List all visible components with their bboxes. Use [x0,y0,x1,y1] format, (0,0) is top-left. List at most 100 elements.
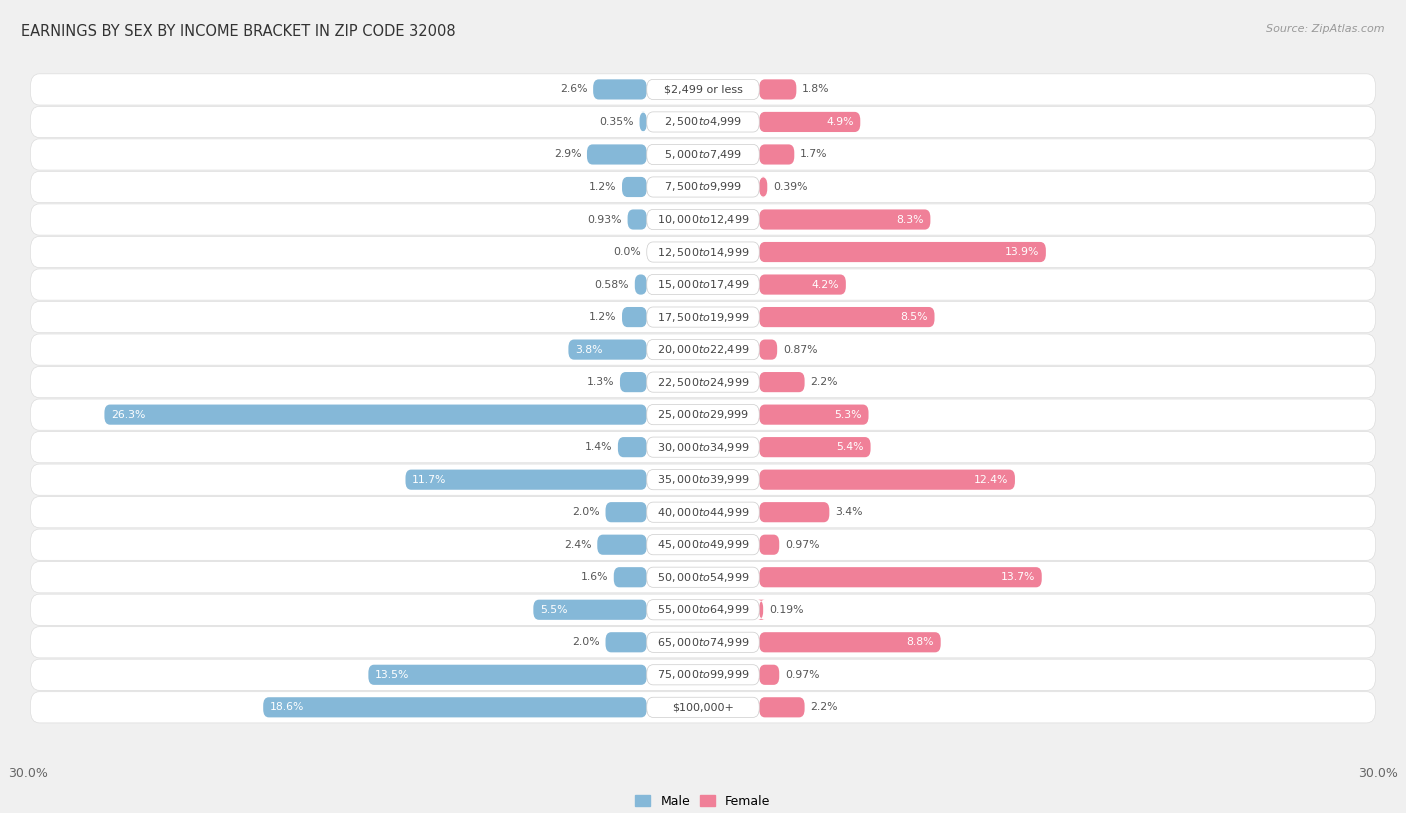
Text: $2,499 or less: $2,499 or less [664,85,742,94]
FancyBboxPatch shape [586,145,647,164]
FancyBboxPatch shape [31,627,1375,658]
FancyBboxPatch shape [598,535,647,554]
FancyBboxPatch shape [759,567,1042,587]
FancyBboxPatch shape [31,74,1375,105]
FancyBboxPatch shape [593,80,647,99]
Text: Source: ZipAtlas.com: Source: ZipAtlas.com [1267,24,1385,34]
Text: 2.2%: 2.2% [810,702,838,712]
FancyBboxPatch shape [759,210,931,229]
FancyBboxPatch shape [759,698,804,717]
FancyBboxPatch shape [31,107,1375,137]
Text: EARNINGS BY SEX BY INCOME BRACKET IN ZIP CODE 32008: EARNINGS BY SEX BY INCOME BRACKET IN ZIP… [21,24,456,39]
Text: 12.4%: 12.4% [974,475,1008,485]
Text: 13.9%: 13.9% [1005,247,1039,257]
Text: 2.0%: 2.0% [572,507,600,517]
Text: $45,000 to $49,999: $45,000 to $49,999 [657,538,749,551]
FancyBboxPatch shape [647,145,759,164]
Text: 3.4%: 3.4% [835,507,862,517]
FancyBboxPatch shape [647,535,759,554]
Text: $12,500 to $14,999: $12,500 to $14,999 [657,246,749,259]
Legend: Male, Female: Male, Female [630,789,776,813]
Text: 5.3%: 5.3% [834,410,862,420]
Text: 8.3%: 8.3% [896,215,924,224]
Text: 2.6%: 2.6% [560,85,588,94]
FancyBboxPatch shape [759,112,860,132]
FancyBboxPatch shape [31,692,1375,723]
FancyBboxPatch shape [647,340,759,359]
FancyBboxPatch shape [647,405,759,424]
Text: 0.97%: 0.97% [785,670,820,680]
Text: 8.5%: 8.5% [900,312,928,322]
Text: $2,500 to $4,999: $2,500 to $4,999 [664,115,742,128]
FancyBboxPatch shape [263,698,647,717]
FancyBboxPatch shape [647,437,759,457]
FancyBboxPatch shape [606,633,647,652]
FancyBboxPatch shape [31,139,1375,170]
FancyBboxPatch shape [31,432,1375,463]
FancyBboxPatch shape [647,502,759,522]
FancyBboxPatch shape [759,177,768,197]
Text: 0.0%: 0.0% [613,247,641,257]
Text: 13.5%: 13.5% [375,670,409,680]
Text: $10,000 to $12,499: $10,000 to $12,499 [657,213,749,226]
Text: $20,000 to $22,499: $20,000 to $22,499 [657,343,749,356]
Text: 0.93%: 0.93% [588,215,621,224]
Text: 0.97%: 0.97% [785,540,820,550]
FancyBboxPatch shape [368,665,647,685]
FancyBboxPatch shape [647,242,759,262]
FancyBboxPatch shape [759,633,941,652]
FancyBboxPatch shape [568,340,647,359]
FancyBboxPatch shape [31,204,1375,235]
FancyBboxPatch shape [647,372,759,392]
Text: $22,500 to $24,999: $22,500 to $24,999 [657,376,749,389]
FancyBboxPatch shape [104,405,647,424]
Text: 2.4%: 2.4% [564,540,592,550]
Text: 0.19%: 0.19% [769,605,803,615]
Text: 2.0%: 2.0% [572,637,600,647]
Text: 2.2%: 2.2% [810,377,838,387]
FancyBboxPatch shape [759,502,830,522]
FancyBboxPatch shape [759,242,1046,262]
FancyBboxPatch shape [31,172,1375,202]
FancyBboxPatch shape [31,497,1375,528]
Text: 0.39%: 0.39% [773,182,807,192]
FancyBboxPatch shape [647,633,759,652]
Text: $17,500 to $19,999: $17,500 to $19,999 [657,311,749,324]
FancyBboxPatch shape [647,177,759,197]
FancyBboxPatch shape [621,177,647,197]
FancyBboxPatch shape [647,80,759,99]
FancyBboxPatch shape [31,237,1375,267]
FancyBboxPatch shape [31,399,1375,430]
Text: 2.9%: 2.9% [554,150,581,159]
FancyBboxPatch shape [759,80,796,99]
FancyBboxPatch shape [31,464,1375,495]
Text: 0.58%: 0.58% [595,280,628,289]
FancyBboxPatch shape [647,567,759,587]
Text: 13.7%: 13.7% [1001,572,1035,582]
FancyBboxPatch shape [31,269,1375,300]
FancyBboxPatch shape [647,665,759,685]
Text: $65,000 to $74,999: $65,000 to $74,999 [657,636,749,649]
FancyBboxPatch shape [759,340,778,359]
Text: $35,000 to $39,999: $35,000 to $39,999 [657,473,749,486]
Text: 11.7%: 11.7% [412,475,447,485]
Text: 1.8%: 1.8% [801,85,830,94]
Text: 1.4%: 1.4% [585,442,612,452]
Text: 0.87%: 0.87% [783,345,817,354]
FancyBboxPatch shape [606,502,647,522]
Text: $55,000 to $64,999: $55,000 to $64,999 [657,603,749,616]
FancyBboxPatch shape [759,372,804,392]
Text: $7,500 to $9,999: $7,500 to $9,999 [664,180,742,193]
FancyBboxPatch shape [647,470,759,489]
FancyBboxPatch shape [621,307,647,327]
FancyBboxPatch shape [647,112,759,132]
Text: 18.6%: 18.6% [270,702,304,712]
Text: $30,000 to $34,999: $30,000 to $34,999 [657,441,749,454]
FancyBboxPatch shape [759,307,935,327]
Text: $15,000 to $17,499: $15,000 to $17,499 [657,278,749,291]
FancyBboxPatch shape [759,665,779,685]
FancyBboxPatch shape [647,275,759,294]
Text: 0.35%: 0.35% [599,117,634,127]
FancyBboxPatch shape [647,307,759,327]
FancyBboxPatch shape [647,210,759,229]
